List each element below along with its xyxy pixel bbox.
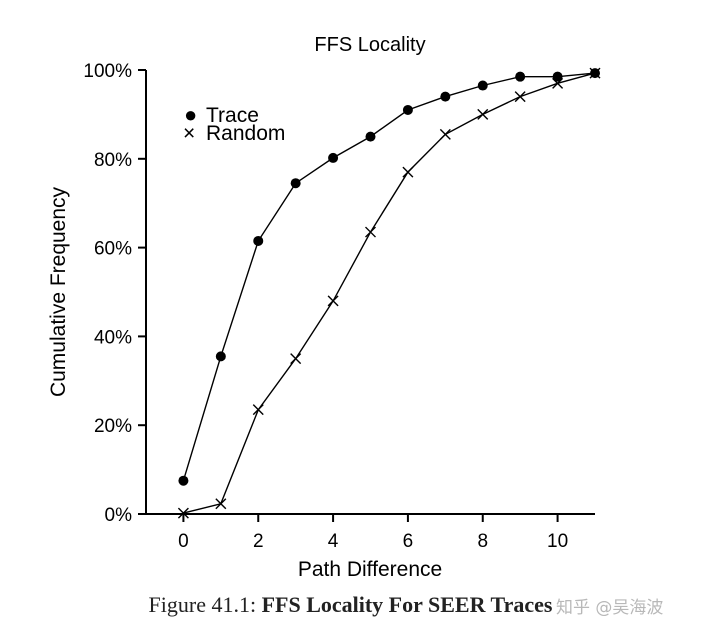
data-point-trace [477, 80, 488, 91]
ticks: 0 2 4 6 8 100%20%40%60%80%100% [83, 61, 568, 552]
cross-stroke [552, 77, 564, 89]
y-tick-label: 100% [83, 61, 132, 82]
data-point-trace [253, 235, 264, 246]
cross-stroke [402, 166, 414, 178]
legend: ● Trace × Random [183, 102, 285, 145]
data-point-random [365, 226, 376, 238]
axes [145, 70, 595, 515]
data-point-random [327, 295, 339, 307]
cross-stroke [215, 498, 227, 510]
legend-trace-label: Trace [206, 104, 259, 127]
data-point-random [477, 108, 489, 120]
cross-stroke [514, 91, 526, 103]
figure-caption: Figure 41.1: FFS Locality For SEER Trace… [0, 592, 701, 618]
x-tick-label: 6 [403, 531, 414, 552]
legend-random-icon: × [183, 122, 195, 145]
data-point-trace [290, 178, 301, 189]
data-point-random [290, 353, 302, 365]
series-line-random [183, 72, 596, 514]
y-axis-label: Cumulative Frequency [47, 186, 70, 397]
y-tick-label: 60% [94, 239, 132, 260]
y-tick-label: 80% [94, 150, 132, 171]
data-point-trace [440, 91, 451, 102]
cross-stroke [439, 128, 451, 140]
legend-trace-icon: ● [184, 102, 197, 127]
cross-stroke [589, 67, 601, 79]
data-point-random [215, 498, 227, 510]
cross-stroke [365, 226, 376, 238]
data-point-random [439, 128, 451, 140]
chart: FFS Locality 0 2 4 6 8 100%20%40%60%80%100% P… [47, 34, 601, 581]
data-point-trace [365, 131, 376, 142]
x-tick-label: 4 [328, 531, 339, 552]
data-point-trace [328, 152, 339, 163]
x-tick-label: 8 [477, 531, 488, 552]
data-point-random [589, 67, 601, 79]
legend-random-label: Random [206, 122, 285, 145]
cross-stroke [477, 108, 489, 120]
x-tick-label: 0 [178, 531, 189, 552]
data-point-trace [515, 71, 526, 82]
x-tick-label: 2 [253, 531, 264, 552]
data-point-trace [402, 104, 413, 115]
caption-title: FFS Locality For SEER Traces [261, 592, 553, 617]
y-tick-label: 40% [94, 327, 132, 348]
y-tick-label: 20% [94, 416, 132, 437]
caption-prefix: Figure 41.1: [148, 592, 262, 617]
x-axis-label: Path Difference [298, 558, 442, 581]
cross-stroke [252, 404, 264, 416]
y-tick-label: 0% [105, 505, 133, 526]
data-point-random [177, 507, 189, 519]
cross-stroke [177, 507, 189, 519]
x-tick-label: 10 [547, 531, 568, 552]
cross-stroke [290, 353, 302, 365]
watermark: 知乎 @吴海波 [556, 598, 664, 618]
series-layer [177, 67, 601, 519]
series-line-trace [182, 72, 596, 481]
data-point-trace [178, 475, 189, 486]
cross-stroke [327, 295, 339, 307]
data-point-trace [552, 71, 563, 82]
data-point-random [514, 91, 526, 103]
data-point-random [252, 404, 264, 416]
data-point-trace [215, 351, 226, 362]
chart-title: FFS Locality [314, 34, 425, 56]
data-point-random [552, 77, 564, 89]
data-point-random [402, 166, 414, 178]
